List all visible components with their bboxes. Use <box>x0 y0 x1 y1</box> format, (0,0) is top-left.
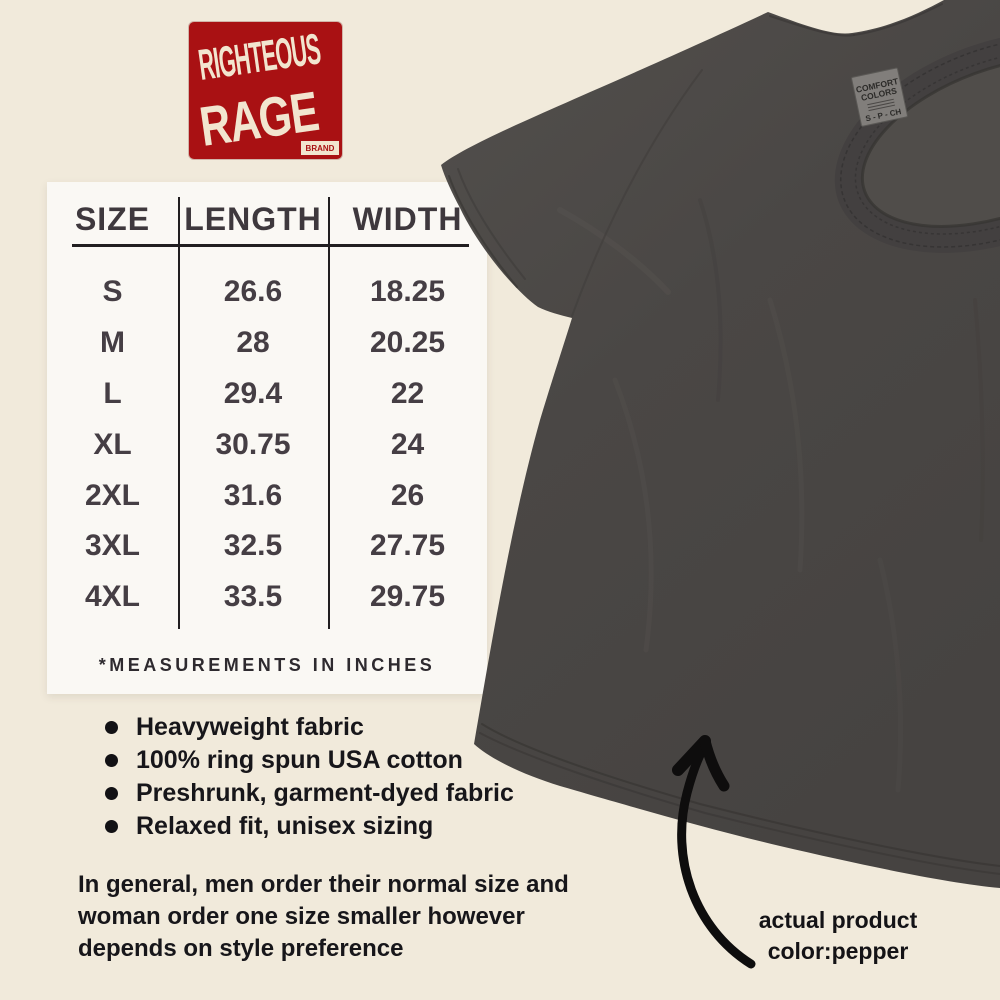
color-caption-line1: actual product <box>758 907 918 933</box>
column-header: SIZE <box>74 200 151 237</box>
feature-list: Heavyweight fabric 100% ring spun USA cot… <box>100 711 514 843</box>
table-cell: 24 <box>390 427 425 461</box>
fabric-wrinkles <box>557 198 985 793</box>
table-row: L 29.4 22 <box>47 369 487 420</box>
sizing-note-line: woman order one size smaller however <box>78 903 525 930</box>
sizing-note-line: depends on style preference <box>78 935 404 962</box>
table-cell: 28 <box>236 326 270 360</box>
header-divider <box>72 244 469 247</box>
neck-label: COMFORT COLORS S - P - CH <box>851 67 908 127</box>
table-cell: 26 <box>390 478 425 512</box>
size-chart-panel: SIZE LENGTH WIDTH S 26.6 18.25 M 28 20.25 L 29.4 2… <box>47 182 487 694</box>
stitch-seams <box>448 3 1000 875</box>
color-caption: actual product color:pepper <box>728 905 948 967</box>
table-cell: 27.75 <box>369 529 446 563</box>
table-cell: L <box>103 376 122 410</box>
color-caption-line2: color:pepper <box>767 938 909 964</box>
logo-word-brand: BRAND <box>306 144 335 153</box>
feature-item: Preshrunk, garment-dyed fabric <box>100 777 514 810</box>
sizing-note: In general, men order their normal size … <box>78 869 569 965</box>
table-cell: M <box>100 326 125 360</box>
measurements-footnote: *MEASUREMENTS IN INCHES <box>98 655 436 675</box>
table-row: XL 30.75 24 <box>47 419 487 470</box>
feature-item: Heavyweight fabric <box>100 711 514 744</box>
tshirt-body <box>441 0 1000 888</box>
brand-logo-art: RIGHTEOUS RAGE BRAND <box>196 25 339 158</box>
table-cell: XL <box>93 427 132 461</box>
table-cell: 22 <box>390 376 425 410</box>
table-cell: 29.75 <box>369 580 446 614</box>
column-divider <box>178 197 180 629</box>
table-cell: 18.25 <box>369 275 446 309</box>
table-cell: 30.75 <box>215 427 291 461</box>
table-cell: 2XL <box>84 478 141 512</box>
brand-logo: RIGHTEOUS RAGE BRAND <box>189 22 342 159</box>
size-chart-rows: S 26.6 18.25 M 28 20.25 L 29.4 22 XL 30.75 24 2XL 31.… <box>47 267 487 623</box>
feature-item: Relaxed fit, unisex sizing <box>100 810 514 843</box>
table-cell: S <box>102 275 123 309</box>
table-row: S 26.6 18.25 <box>47 267 487 318</box>
table-cell: 4XL <box>84 580 141 614</box>
column-divider <box>328 197 330 629</box>
label-brand-line2: COLORS <box>860 85 898 102</box>
table-row: 2XL 31.6 26 <box>47 470 487 521</box>
table-cell: 32.5 <box>223 529 283 563</box>
column-header: LENGTH <box>184 200 322 237</box>
collar-inside-back <box>862 57 1000 227</box>
label-size-text: S - P - CH <box>865 107 903 123</box>
collar-band <box>834 31 1000 253</box>
table-cell: 29.4 <box>223 376 283 410</box>
collar <box>834 31 1000 253</box>
table-cell: 33.5 <box>223 580 283 614</box>
table-cell: 3XL <box>84 529 141 563</box>
table-row: M 28 20.25 <box>47 318 487 369</box>
table-cell: 20.25 <box>369 326 446 360</box>
table-row: 4XL 33.5 29.75 <box>47 572 487 623</box>
logo-brand-tab <box>301 141 339 155</box>
feature-item: 100% ring spun USA cotton <box>100 744 514 777</box>
table-cell: 31.6 <box>223 478 283 512</box>
column-header: WIDTH <box>352 200 463 237</box>
table-row: 3XL 32.5 27.75 <box>47 521 487 572</box>
table-cell: 26.6 <box>223 275 283 309</box>
sizing-note-line: In general, men order their normal size … <box>78 871 569 898</box>
label-brand-line1: COMFORT <box>855 76 900 95</box>
